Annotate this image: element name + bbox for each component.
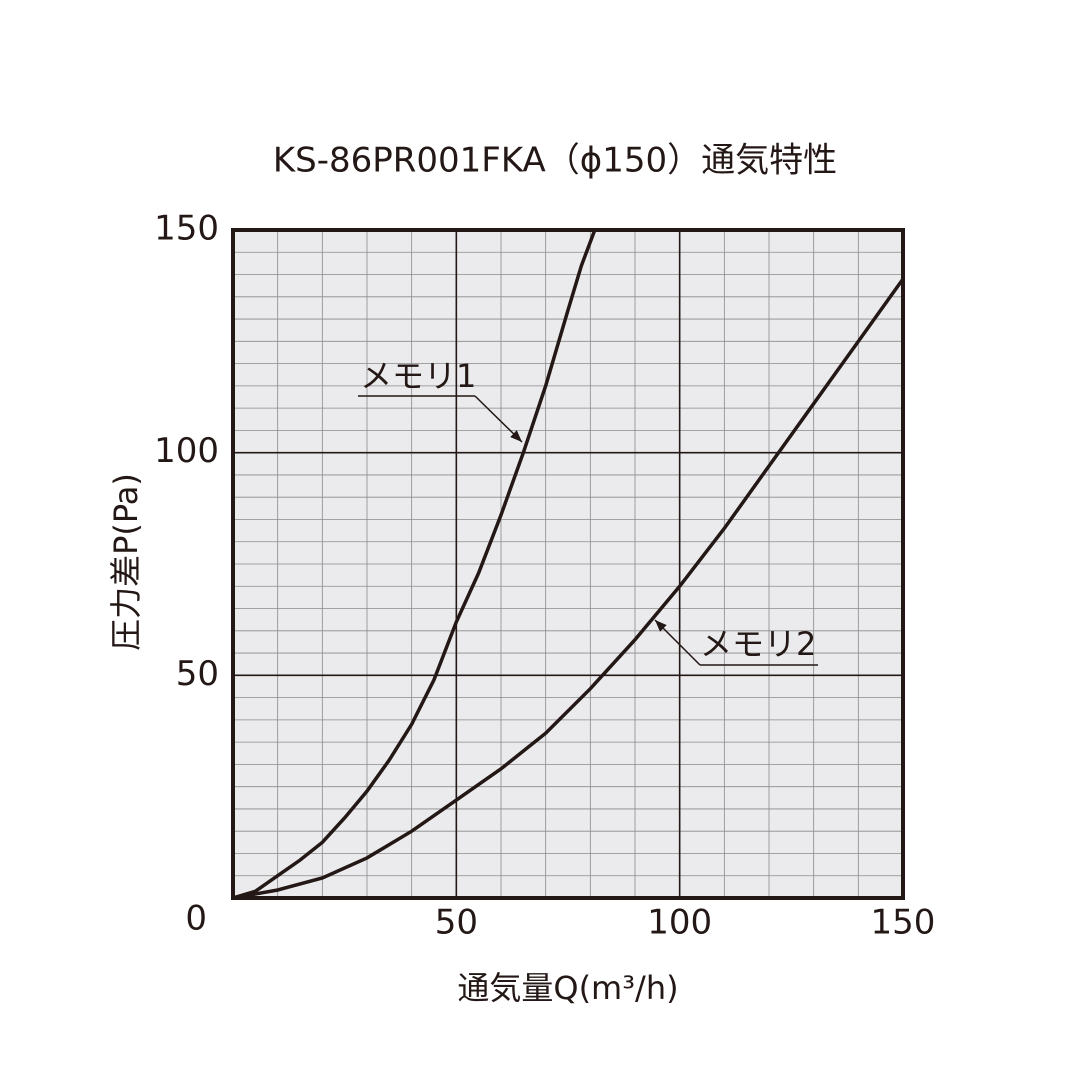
chart-title: KS-86PR001FKA（ϕ150）通気特性 [273, 141, 837, 181]
x-tick-label: 100 [647, 903, 712, 943]
curve [233, 277, 903, 898]
leader-line [474, 395, 523, 443]
x-axis-label: 通気量Q(m³/h) [457, 969, 678, 1007]
y-axis-label: 圧力差P(Pa) [107, 473, 145, 651]
plot-frame [231, 228, 905, 900]
series-label: メモリ2 [700, 625, 816, 663]
x-tick-label: 150 [871, 903, 936, 943]
y-tick-label: 0 [185, 899, 207, 939]
curve [233, 230, 597, 898]
y-tick-label: 150 [154, 209, 219, 249]
series-label: メモリ1 [360, 357, 476, 395]
x-tick-label: 50 [435, 903, 478, 943]
leader-line [654, 619, 701, 666]
y-tick-label: 50 [176, 654, 219, 694]
y-tick-label: 100 [154, 431, 219, 471]
